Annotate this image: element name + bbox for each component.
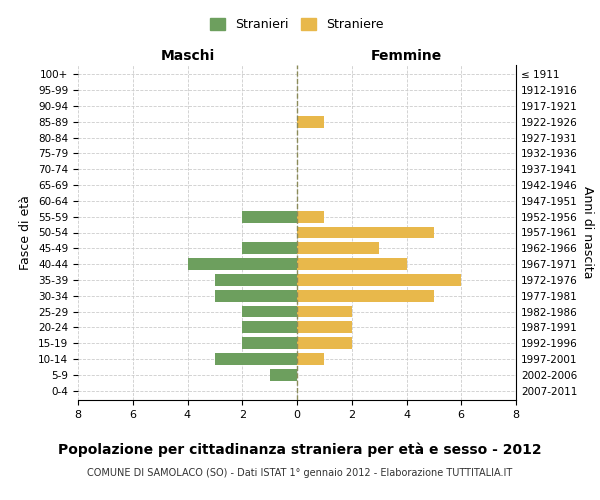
Bar bbox=[269, 369, 297, 380]
Bar bbox=[242, 211, 297, 222]
Bar bbox=[242, 242, 297, 254]
Bar bbox=[297, 242, 379, 254]
Bar bbox=[297, 290, 434, 302]
Y-axis label: Fasce di età: Fasce di età bbox=[19, 195, 32, 270]
Bar bbox=[297, 258, 407, 270]
Bar bbox=[297, 353, 325, 365]
Text: Maschi: Maschi bbox=[160, 48, 215, 62]
Bar bbox=[297, 226, 434, 238]
Bar bbox=[297, 116, 325, 128]
Y-axis label: Anni di nascita: Anni di nascita bbox=[581, 186, 594, 279]
Bar bbox=[215, 274, 297, 286]
Text: Femmine: Femmine bbox=[371, 48, 442, 62]
Bar bbox=[297, 322, 352, 333]
Bar bbox=[297, 211, 325, 222]
Bar bbox=[242, 337, 297, 349]
Legend: Stranieri, Straniere: Stranieri, Straniere bbox=[210, 18, 384, 32]
Bar bbox=[297, 274, 461, 286]
Bar bbox=[187, 258, 297, 270]
Bar bbox=[215, 353, 297, 365]
Text: COMUNE DI SAMOLACO (SO) - Dati ISTAT 1° gennaio 2012 - Elaborazione TUTTITALIA.I: COMUNE DI SAMOLACO (SO) - Dati ISTAT 1° … bbox=[88, 468, 512, 477]
Bar bbox=[297, 306, 352, 318]
Bar bbox=[297, 337, 352, 349]
Text: Popolazione per cittadinanza straniera per età e sesso - 2012: Popolazione per cittadinanza straniera p… bbox=[58, 442, 542, 457]
Bar bbox=[242, 306, 297, 318]
Bar bbox=[215, 290, 297, 302]
Bar bbox=[242, 322, 297, 333]
